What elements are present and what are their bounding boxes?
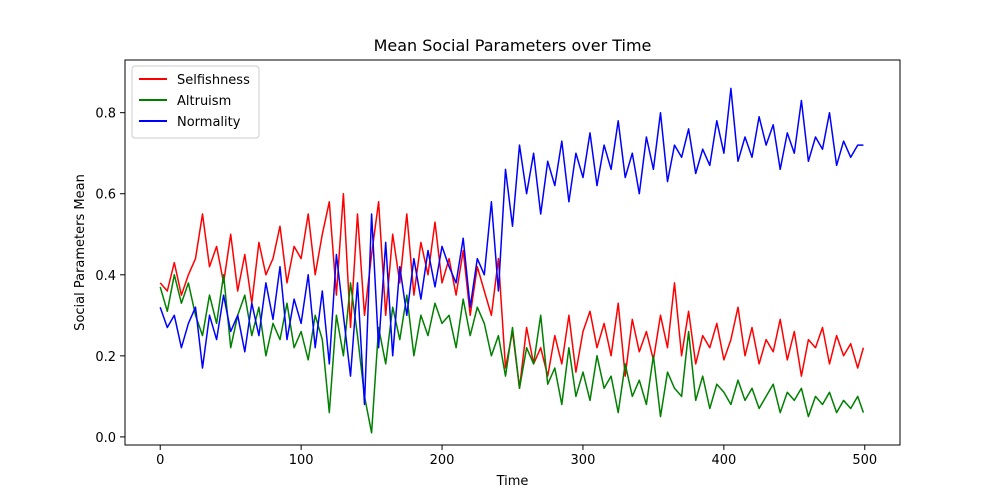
y-tick-label: 0.8 <box>95 107 116 122</box>
x-tick-label: 300 <box>571 453 596 468</box>
legend-label-selfishness: Selfishness <box>177 73 250 88</box>
x-axis-title: Time <box>496 474 529 489</box>
legend-label-normality: Normality <box>177 115 241 130</box>
y-axis-title: Social Parameters Mean <box>73 174 88 331</box>
x-tick-label: 400 <box>711 453 736 468</box>
x-tick-label: 0 <box>156 453 164 468</box>
plot-frame <box>124 59 901 446</box>
y-tick-label: 0.0 <box>95 431 116 446</box>
series-line-normality <box>159 87 864 406</box>
plot-area <box>159 87 865 434</box>
y-tick-label: 0.4 <box>95 269 116 284</box>
x-tick-label: 200 <box>430 453 455 468</box>
y-axis: 0.0 0.2 0.4 0.6 0.8 <box>95 107 125 446</box>
chart-title: Mean Social Parameters over Time <box>374 36 652 55</box>
x-tick-label: 100 <box>289 453 314 468</box>
y-tick-label: 0.2 <box>95 350 116 365</box>
series-line-altruism <box>159 274 865 434</box>
x-tick-label: 500 <box>852 453 877 468</box>
legend: Selfishness Altruism Normality <box>131 65 260 139</box>
y-tick-label: 0.6 <box>95 188 116 203</box>
x-axis: 0 100 200 300 400 500 <box>156 445 877 468</box>
legend-label-altruism: Altruism <box>177 94 231 109</box>
